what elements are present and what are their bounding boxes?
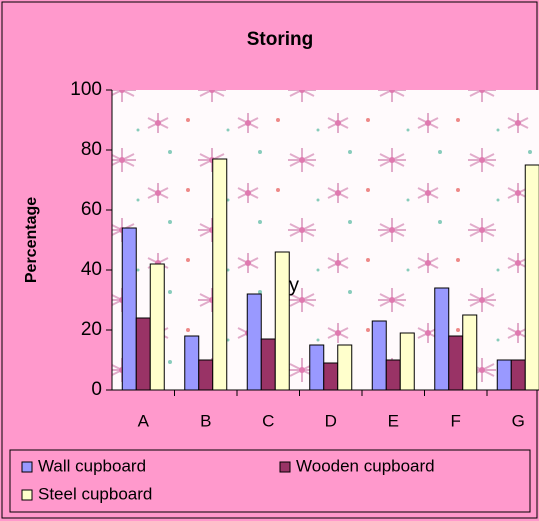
y-tick-label: 100	[70, 79, 102, 100]
bar	[122, 228, 136, 390]
legend-label: Wooden cupboard	[296, 456, 435, 475]
y-tick-label: 0	[91, 379, 102, 400]
bar	[463, 315, 477, 390]
y-tick-label: 20	[81, 319, 102, 340]
legend-marker	[22, 490, 32, 500]
page: Storing Percentage y 0 20 40 60 80 100 A B C D E F G…	[0, 0, 539, 521]
bar	[511, 360, 525, 390]
bar	[136, 318, 150, 390]
bar	[199, 360, 213, 390]
x-tick-label: A	[138, 411, 150, 430]
chart: Storing Percentage y 0 20 40 60 80 100 A B C D E F G…	[0, 0, 539, 521]
bar	[400, 333, 414, 390]
legend-label: Wall cupboard	[38, 456, 146, 475]
bar	[525, 165, 539, 390]
bar	[310, 345, 324, 390]
x-tick-label: E	[388, 411, 399, 430]
y-tick-label: 40	[81, 259, 102, 280]
bar	[372, 321, 386, 390]
bar	[497, 360, 511, 390]
legend-label: Steel cupboard	[38, 484, 152, 503]
bar	[213, 159, 227, 390]
x-tick-label: G	[512, 411, 525, 430]
bar	[185, 336, 199, 390]
bar	[261, 339, 275, 390]
x-tick-label: C	[262, 411, 274, 430]
chart-title: Storing	[247, 29, 314, 50]
bar	[275, 252, 289, 390]
x-tick-label: F	[451, 411, 461, 430]
bar	[247, 294, 261, 390]
bar	[435, 288, 449, 390]
bar	[324, 363, 338, 390]
legend-marker	[280, 462, 290, 472]
legend-marker	[22, 462, 32, 472]
bar	[449, 336, 463, 390]
y-axis-label: Percentage	[23, 197, 40, 283]
bar	[150, 264, 164, 390]
bar	[386, 360, 400, 390]
x-tick-label: D	[325, 411, 337, 430]
bar	[338, 345, 352, 390]
y-tick-label: 60	[81, 199, 102, 220]
y-tick-label: 80	[81, 139, 102, 160]
annotation: y	[289, 274, 299, 296]
x-tick-label: B	[200, 411, 211, 430]
